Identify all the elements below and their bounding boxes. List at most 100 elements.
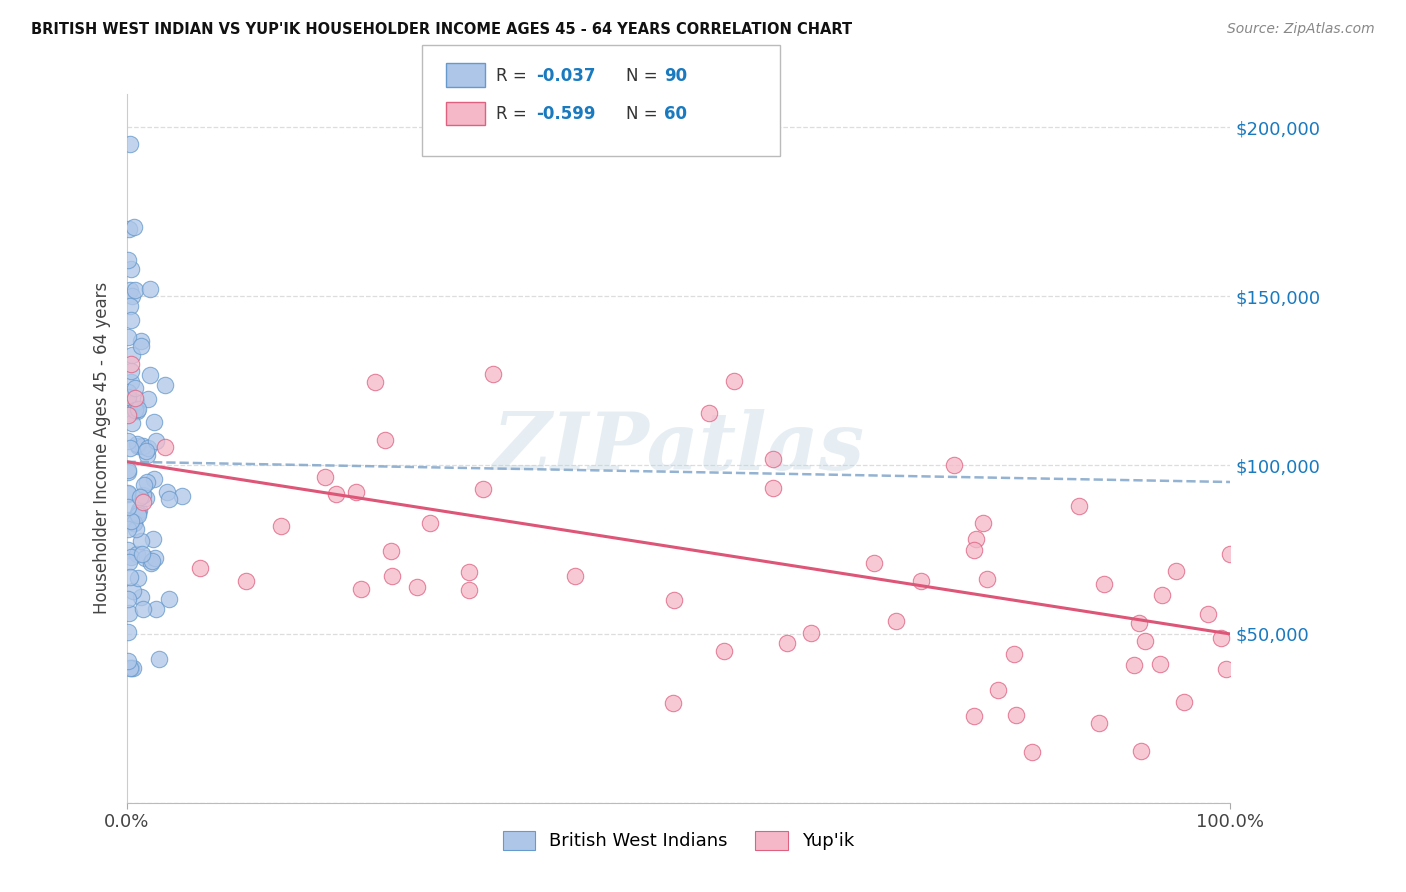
Point <box>122 584 145 599</box>
Text: N =: N = <box>626 67 662 85</box>
Point <box>135 475 157 490</box>
Point <box>862 556 884 570</box>
Point <box>134 550 156 565</box>
Point <box>762 452 785 467</box>
Point <box>120 661 142 675</box>
Text: 90: 90 <box>664 67 686 85</box>
Point <box>117 591 139 606</box>
Point <box>117 408 139 422</box>
Text: ZIPatlas: ZIPatlas <box>492 409 865 487</box>
Point <box>1215 662 1237 676</box>
Text: Source: ZipAtlas.com: Source: ZipAtlas.com <box>1227 22 1375 37</box>
Point <box>1092 577 1115 591</box>
Point <box>131 334 153 348</box>
Point <box>129 591 152 605</box>
Text: 60: 60 <box>664 105 686 123</box>
Point <box>117 625 139 640</box>
Point <box>127 439 149 453</box>
Point <box>145 434 167 449</box>
Point <box>987 682 1010 697</box>
Point <box>117 543 139 558</box>
Point <box>124 391 146 405</box>
Point <box>1130 743 1153 757</box>
Point <box>564 568 586 582</box>
Point <box>188 560 211 574</box>
Point <box>136 448 159 462</box>
Text: BRITISH WEST INDIAN VS YUP'IK HOUSEHOLDER INCOME AGES 45 - 64 YEARS CORRELATION : BRITISH WEST INDIAN VS YUP'IK HOUSEHOLDE… <box>31 22 852 37</box>
Point <box>121 348 143 362</box>
Point <box>118 397 141 411</box>
Point <box>117 487 139 501</box>
Text: R =: R = <box>496 105 533 123</box>
Point <box>121 417 143 431</box>
Point <box>118 137 141 152</box>
Point <box>117 329 139 343</box>
Point <box>128 503 150 517</box>
Point <box>129 490 152 504</box>
Point <box>117 384 139 399</box>
Point <box>1173 695 1195 709</box>
Point <box>364 375 387 389</box>
Point <box>132 602 155 616</box>
Point <box>943 458 966 472</box>
Point <box>458 582 481 597</box>
Point <box>776 636 799 650</box>
Point <box>159 592 181 607</box>
Point <box>121 289 143 303</box>
Point <box>120 550 142 565</box>
Point <box>124 283 146 297</box>
Point <box>118 221 141 235</box>
Point <box>406 580 429 594</box>
Point <box>132 478 155 492</box>
Point <box>1123 657 1146 672</box>
Point <box>380 543 402 558</box>
Point <box>482 367 505 381</box>
Point <box>135 444 157 458</box>
Point <box>132 495 155 509</box>
Point <box>120 313 142 327</box>
Point <box>118 283 141 297</box>
Point <box>157 492 180 507</box>
Point <box>121 514 143 528</box>
Y-axis label: Householder Income Ages 45 - 64 years: Householder Income Ages 45 - 64 years <box>93 282 111 615</box>
Point <box>125 437 148 451</box>
Point <box>118 299 141 313</box>
Point <box>910 574 932 589</box>
Point <box>1133 634 1156 648</box>
Point <box>120 357 142 371</box>
Point <box>127 507 149 521</box>
Point <box>139 556 162 570</box>
Point <box>965 532 987 546</box>
Point <box>713 644 735 658</box>
Point <box>1197 607 1219 621</box>
Point <box>1021 745 1043 759</box>
Point <box>976 572 998 586</box>
Point <box>117 606 139 620</box>
Point <box>117 391 139 405</box>
Point <box>972 516 994 530</box>
Point <box>1211 631 1233 645</box>
Point <box>381 568 404 582</box>
Point <box>662 696 685 710</box>
Point <box>118 441 141 455</box>
Point <box>117 463 139 477</box>
Text: N =: N = <box>626 105 662 123</box>
Point <box>117 407 139 421</box>
Point <box>118 513 141 527</box>
Point <box>120 364 142 378</box>
Point <box>124 516 146 530</box>
Point <box>1002 648 1025 662</box>
Point <box>419 516 441 530</box>
Point <box>800 625 823 640</box>
Point <box>132 439 155 453</box>
Point <box>120 262 142 277</box>
Point <box>125 395 148 409</box>
Text: -0.599: -0.599 <box>536 105 595 123</box>
Point <box>374 433 396 447</box>
Point <box>963 543 986 558</box>
Point <box>1128 616 1150 631</box>
Point <box>472 482 495 496</box>
Point <box>117 465 139 479</box>
Point <box>153 440 176 454</box>
Point <box>127 572 149 586</box>
